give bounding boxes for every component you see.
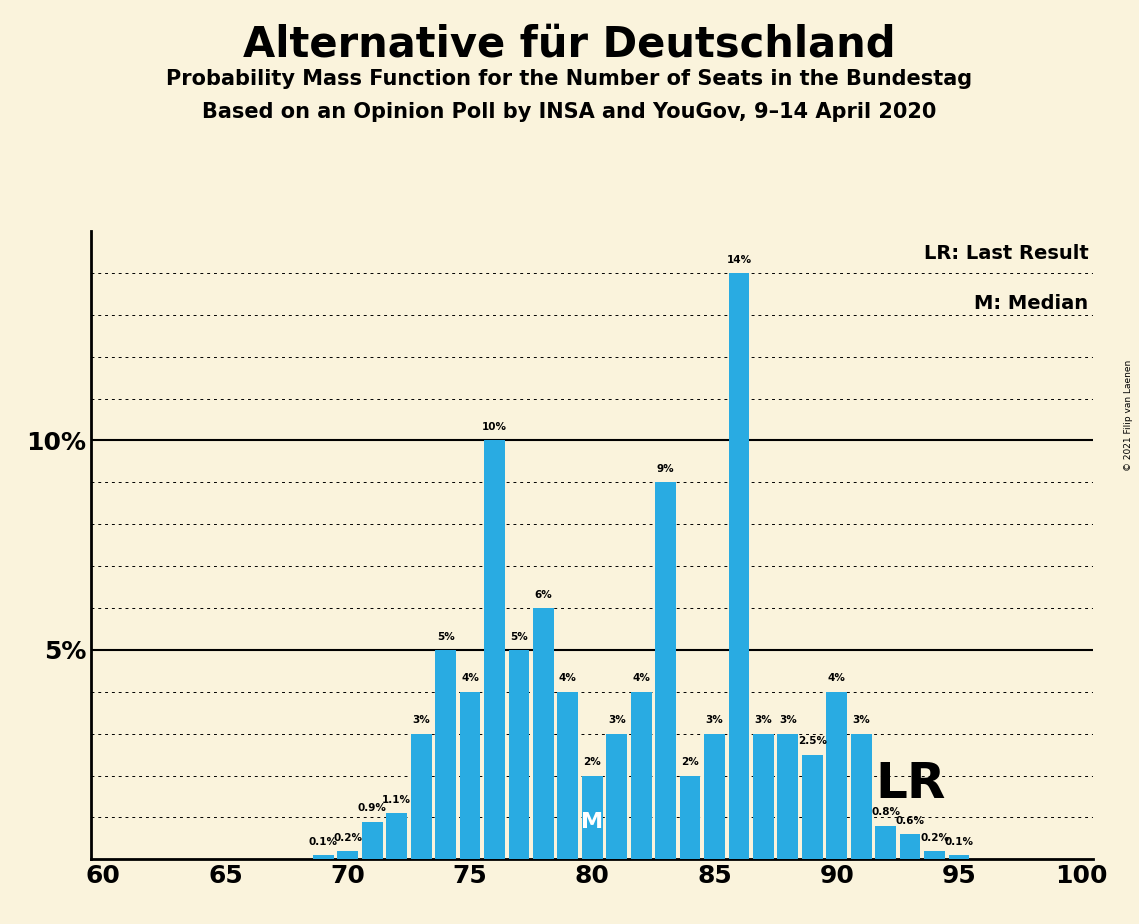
Bar — [313, 855, 334, 859]
Text: 14%: 14% — [727, 254, 752, 264]
Bar — [557, 692, 579, 859]
Text: 2%: 2% — [583, 757, 601, 767]
Bar — [508, 650, 530, 859]
Text: 4%: 4% — [461, 674, 480, 684]
Bar — [460, 692, 481, 859]
Text: 3%: 3% — [852, 715, 870, 725]
Text: 9%: 9% — [657, 464, 674, 474]
Text: 3%: 3% — [608, 715, 625, 725]
Text: Based on an Opinion Poll by INSA and YouGov, 9–14 April 2020: Based on an Opinion Poll by INSA and You… — [203, 102, 936, 122]
Bar — [875, 826, 896, 859]
Bar — [704, 734, 724, 859]
Text: Probability Mass Function for the Number of Seats in the Bundestag: Probability Mass Function for the Number… — [166, 69, 973, 90]
Text: 2%: 2% — [681, 757, 699, 767]
Bar — [484, 441, 505, 859]
Text: 3%: 3% — [754, 715, 772, 725]
Text: 0.2%: 0.2% — [334, 833, 362, 843]
Text: 0.9%: 0.9% — [358, 803, 387, 813]
Bar — [729, 273, 749, 859]
Bar — [582, 775, 603, 859]
Bar — [337, 851, 358, 859]
Bar — [655, 482, 677, 859]
Bar — [680, 775, 700, 859]
Text: 0.1%: 0.1% — [309, 837, 338, 846]
Text: 4%: 4% — [559, 674, 576, 684]
Text: LR: Last Result: LR: Last Result — [924, 244, 1089, 262]
Bar — [949, 855, 969, 859]
Text: 10%: 10% — [482, 422, 507, 432]
Bar — [411, 734, 432, 859]
Text: 3%: 3% — [779, 715, 796, 725]
Text: 4%: 4% — [632, 674, 650, 684]
Text: 0.6%: 0.6% — [895, 816, 925, 826]
Bar — [851, 734, 871, 859]
Text: M: M — [581, 811, 604, 832]
Bar — [362, 821, 383, 859]
Text: 3%: 3% — [412, 715, 431, 725]
Bar — [435, 650, 456, 859]
Text: M: Median: M: Median — [975, 294, 1089, 313]
Text: 0.1%: 0.1% — [944, 837, 974, 846]
Bar — [924, 851, 945, 859]
Text: 2.5%: 2.5% — [797, 736, 827, 747]
Bar — [533, 608, 554, 859]
Bar — [631, 692, 652, 859]
Text: 5%: 5% — [510, 631, 527, 641]
Text: 1.1%: 1.1% — [383, 795, 411, 805]
Text: 0.2%: 0.2% — [920, 833, 949, 843]
Text: 6%: 6% — [534, 590, 552, 600]
Text: 3%: 3% — [706, 715, 723, 725]
Text: 5%: 5% — [436, 631, 454, 641]
Bar — [778, 734, 798, 859]
Text: © 2021 Filip van Laenen: © 2021 Filip van Laenen — [1124, 360, 1133, 471]
Bar — [827, 692, 847, 859]
Text: Alternative für Deutschland: Alternative für Deutschland — [244, 23, 895, 65]
Text: LR: LR — [875, 760, 945, 808]
Text: 4%: 4% — [828, 674, 845, 684]
Bar — [606, 734, 628, 859]
Text: 0.8%: 0.8% — [871, 808, 900, 818]
Bar — [386, 813, 407, 859]
Bar — [753, 734, 773, 859]
Bar — [802, 755, 822, 859]
Bar — [900, 834, 920, 859]
